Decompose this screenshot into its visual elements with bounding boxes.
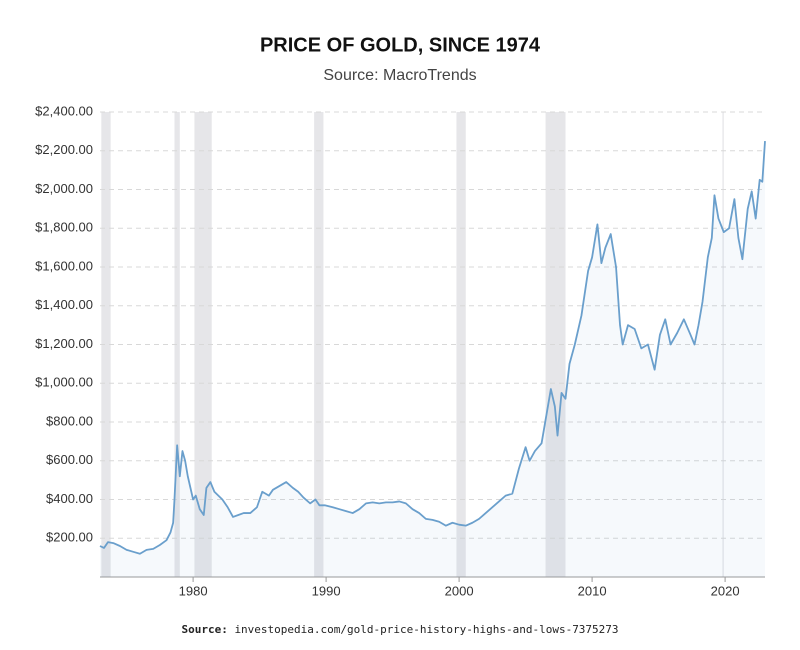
- shaded-period: [174, 112, 180, 577]
- y-tick-label: $800.00: [46, 413, 93, 428]
- y-tick-label: $1,200.00: [35, 336, 93, 351]
- footer-text: investopedia.com/gold-price-history-high…: [234, 623, 618, 636]
- y-tick-label: $400.00: [46, 491, 93, 506]
- x-tick-label: 2020: [711, 583, 740, 598]
- y-tick-label: $1,000.00: [35, 375, 93, 390]
- chart-title: PRICE OF GOLD, SINCE 1974: [260, 34, 541, 56]
- price-line: [99, 141, 766, 555]
- shaded-period: [101, 112, 111, 577]
- chart-subtitle: Source: MacroTrends: [323, 67, 476, 84]
- footer-label: Source:: [181, 623, 227, 636]
- footer: Source: investopedia.com/gold-price-hist…: [181, 623, 618, 636]
- x-tick-label: 1980: [179, 583, 208, 598]
- y-tick-label: $1,600.00: [35, 258, 93, 273]
- x-tick-label: 2000: [445, 583, 474, 598]
- x-tick-label: 2010: [578, 583, 607, 598]
- y-tick-label: $2,000.00: [35, 181, 93, 196]
- y-tick-label: $600.00: [46, 452, 93, 467]
- y-tick-label: $2,200.00: [35, 142, 93, 157]
- y-tick-label: $1,400.00: [35, 297, 93, 312]
- y-tick-label: $2,400.00: [35, 103, 93, 118]
- x-tick-label: 1990: [312, 583, 341, 598]
- area-fill: [100, 141, 765, 577]
- y-tick-label: $200.00: [46, 530, 93, 545]
- y-tick-label: $1,800.00: [35, 220, 93, 235]
